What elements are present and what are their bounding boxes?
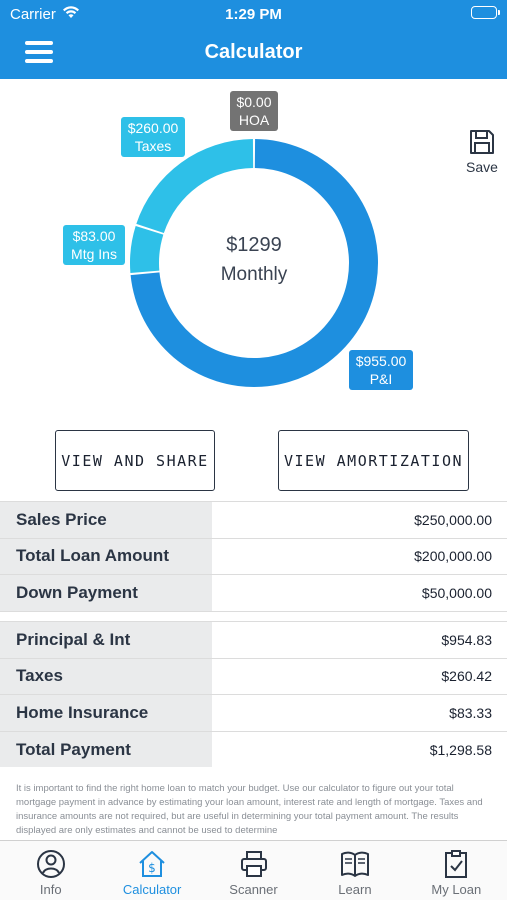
- tab-label: Info: [39, 882, 62, 897]
- navigation-bar: Calculator: [0, 28, 507, 79]
- carrier-label: Carrier: [10, 6, 56, 23]
- person-circle-icon: [36, 850, 65, 878]
- tab-info[interactable]: Info: [0, 841, 101, 900]
- clipboard-check-icon: [445, 850, 468, 878]
- table-row: Total Loan Amount $200,000.00: [0, 537, 507, 575]
- donut-slice-mtg-ins: [130, 225, 164, 274]
- row-value[interactable]: $200,000.00: [414, 548, 492, 565]
- tab-calculator[interactable]: $ Calculator: [101, 841, 202, 900]
- row-label: Total Payment: [0, 731, 212, 768]
- taxes-amount: $260.00: [127, 120, 179, 136]
- monthly-label: Monthly: [220, 264, 288, 285]
- loan-summary-table: Sales Price $250,000.00 Total Loan Amoun…: [0, 501, 507, 611]
- table-row: Sales Price $250,000.00: [0, 501, 507, 538]
- row-label: Sales Price: [0, 502, 212, 538]
- view-and-share-button[interactable]: VIEW AND SHARE: [55, 430, 215, 491]
- donut-chart: [130, 139, 378, 388]
- row-label: Home Insurance: [0, 695, 212, 731]
- printer-icon: [240, 851, 267, 877]
- tab-scanner[interactable]: Scanner: [203, 841, 304, 900]
- book-icon: [340, 851, 369, 877]
- tab-label: Calculator: [122, 882, 182, 897]
- pi-amount: $955.00: [355, 353, 407, 369]
- hoa-amount: $0.00: [236, 94, 272, 110]
- row-value: $954.83: [441, 631, 492, 648]
- hoa-name: HOA: [238, 112, 270, 128]
- row-label: Total Loan Amount: [0, 538, 212, 575]
- taxes-tag: $260.00 Taxes: [121, 117, 185, 157]
- donut-slice-taxes: [136, 139, 254, 234]
- table-row: Total Payment $1,298.58: [0, 730, 507, 768]
- payment-breakdown-table: Principal & Int $954.83 Taxes $260.42 Ho…: [0, 621, 507, 768]
- section-divider: [0, 611, 507, 621]
- row-label: Principal & Int: [0, 622, 212, 658]
- floppy-disk-icon: [470, 130, 494, 154]
- row-value[interactable]: $50,000.00: [421, 584, 492, 601]
- house-dollar-icon: $: [139, 851, 165, 877]
- tab-my-loan[interactable]: My Loan: [406, 841, 507, 900]
- row-value: $83.33: [449, 704, 492, 721]
- table-row: Principal & Int $954.83: [0, 621, 507, 658]
- tab-learn[interactable]: Learn: [304, 841, 405, 900]
- view-amortization-button[interactable]: VIEW AMORTIZATION: [278, 430, 469, 491]
- tab-label: Learn: [338, 882, 372, 897]
- page-title: Calculator: [204, 41, 303, 63]
- table-row: Taxes $260.42: [0, 657, 507, 695]
- tab-label: Scanner: [229, 882, 278, 897]
- row-label: Down Payment: [0, 575, 212, 611]
- wifi-icon: [62, 5, 80, 23]
- status-bar: Carrier 1:29 PM: [0, 0, 507, 28]
- battery-icon: [471, 6, 500, 19]
- mtg-ins-name: Mtg Ins: [71, 246, 117, 262]
- taxes-name: Taxes: [134, 138, 172, 154]
- clock: 1:29 PM: [225, 6, 282, 23]
- row-label: Taxes: [0, 658, 212, 695]
- table-row: Home Insurance $83.33: [0, 694, 507, 731]
- mtg-ins-amount: $83.00: [72, 228, 116, 244]
- table-row: Down Payment $50,000.00: [0, 574, 507, 611]
- menu-icon[interactable]: [25, 41, 53, 65]
- svg-text:$: $: [148, 861, 156, 875]
- row-value: $260.42: [441, 668, 492, 685]
- mtg-ins-tag: $83.00 Mtg Ins: [63, 225, 125, 265]
- tab-bar: Info $ Calculator Scanner Learn: [0, 840, 507, 900]
- tab-label: My Loan: [431, 882, 482, 897]
- monthly-amount: $1299: [226, 234, 282, 256]
- row-value[interactable]: $250,000.00: [414, 511, 492, 528]
- disclaimer-text: It is important to find the right home l…: [16, 783, 483, 836]
- pi-tag: $955.00 P&I: [349, 350, 413, 390]
- hoa-tag: $0.00 HOA: [230, 91, 278, 131]
- save-button[interactable]: Save: [462, 129, 502, 175]
- row-value: $1,298.58: [429, 741, 492, 758]
- pi-name: P&I: [369, 371, 393, 387]
- save-label: Save: [466, 159, 498, 175]
- payment-chart: $1299 Monthly $0.00 HOA $260.00 Taxes $8…: [0, 79, 507, 419]
